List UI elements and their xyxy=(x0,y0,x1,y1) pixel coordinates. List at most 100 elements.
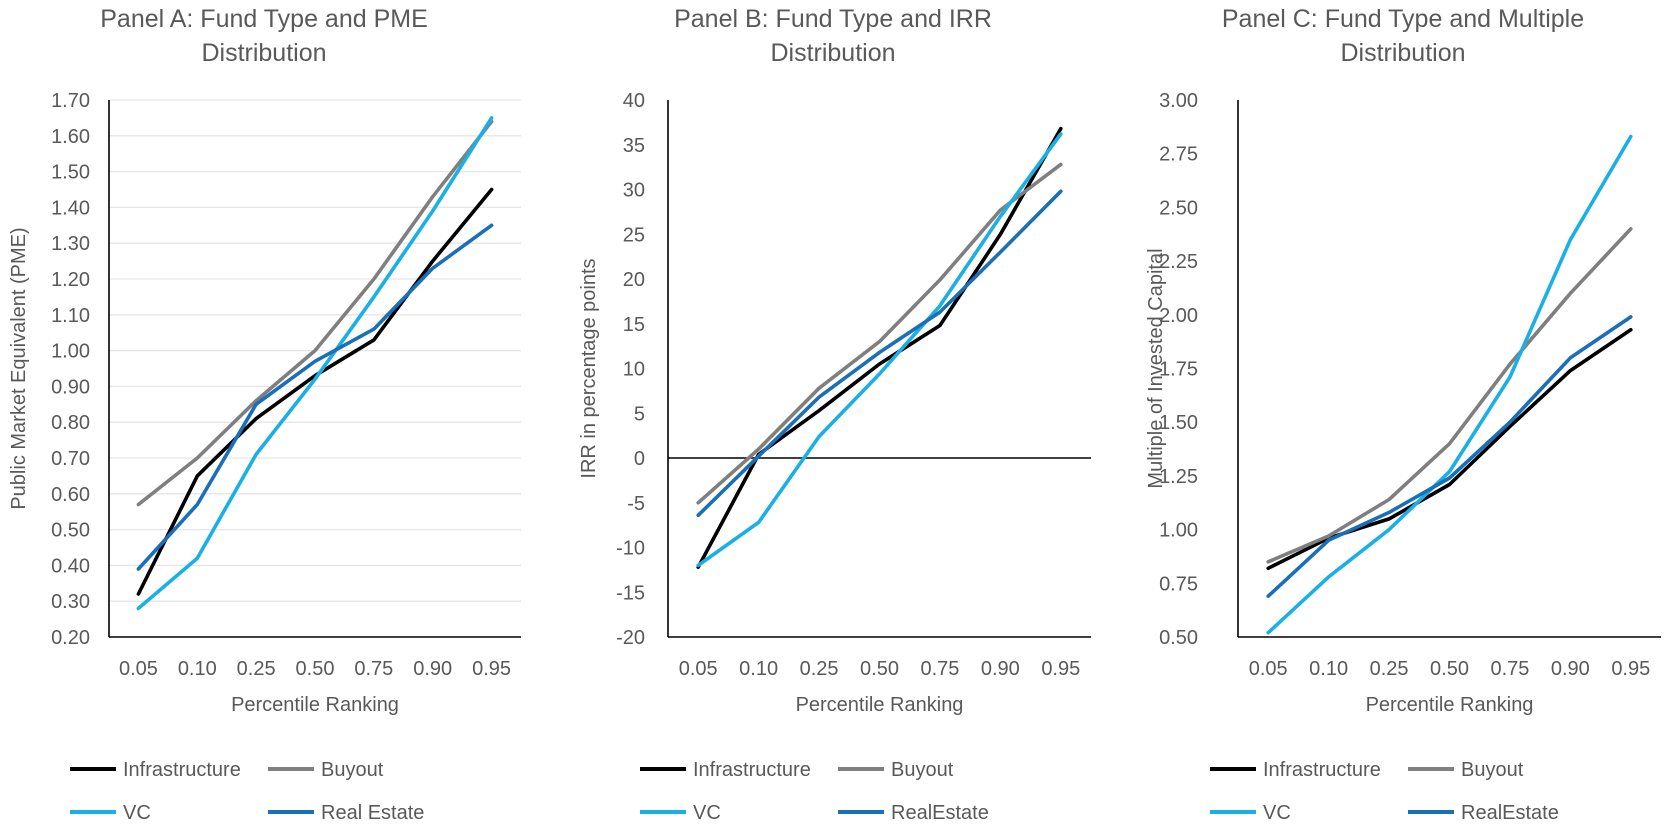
legend-label: Infrastructure xyxy=(693,759,811,781)
x-tick-label: 0.90 xyxy=(981,658,1020,680)
series-line-buyout xyxy=(1266,227,1633,564)
legend-label: Buyout xyxy=(1461,759,1524,781)
series-line-buyout xyxy=(136,119,494,507)
y-tick-label: 0.90 xyxy=(51,376,90,398)
y-tick-label: 15 xyxy=(623,314,645,336)
series-line-vc xyxy=(696,132,1063,568)
y-tick-label: 1.40 xyxy=(51,197,90,219)
x-tick-label: 0.50 xyxy=(860,658,899,680)
y-tick-label: 1.50 xyxy=(51,162,90,184)
chart-panel-1: Panel A: Fund Type and PME Distribution 0.… xyxy=(8,5,521,824)
x-tick-label: 0.90 xyxy=(1551,658,1590,680)
y-tick-label: 0 xyxy=(634,448,645,470)
chart-title-line: Distribution xyxy=(1340,39,1465,67)
series-line-infrastructure xyxy=(696,126,1063,570)
chart-panel-3: Panel C: Fund Type and Multiple Distribut… xyxy=(1145,5,1661,824)
legend-label: Buyout xyxy=(321,759,384,781)
series-line-real-estate xyxy=(136,223,494,571)
y-tick-label: 1.20 xyxy=(51,269,90,291)
x-tick-label: 0.10 xyxy=(1309,658,1348,680)
x-tick-label: 0.05 xyxy=(1249,658,1288,680)
y-tick-label: 1.10 xyxy=(51,305,90,327)
legend: Infrastructure Buyout VC RealEstate xyxy=(1210,759,1559,824)
y-tick-label: -5 xyxy=(627,493,645,515)
y-tick-label: 1.60 xyxy=(51,126,90,148)
legend-label: RealEstate xyxy=(1461,802,1559,824)
y-tick-label: 10 xyxy=(623,359,645,381)
chart-panel-2: Panel B: Fund Type and IRR Distribution -2… xyxy=(578,5,1091,824)
y-tick-label: 1.30 xyxy=(51,233,90,255)
x-tick-label: 0.10 xyxy=(739,658,778,680)
y-tick-label: 40 xyxy=(623,90,645,112)
y-tick-label: 1.00 xyxy=(51,341,90,363)
chart-title-line: Panel C: Fund Type and Multiple xyxy=(1222,5,1584,33)
y-tick-label: 0.70 xyxy=(51,448,90,470)
series-line-realestate xyxy=(1266,315,1633,599)
y-tick-label: -10 xyxy=(616,538,645,560)
x-tick-label: 0.75 xyxy=(354,658,393,680)
y-tick-label: -15 xyxy=(616,582,645,604)
x-tick-label: 0.10 xyxy=(178,658,217,680)
x-tick-label: 0.50 xyxy=(1430,658,1469,680)
y-axis-title: Public Market Equivalent (PME) xyxy=(8,227,30,509)
chart-title-line: Panel A: Fund Type and PME xyxy=(100,5,428,33)
y-tick-label: 1.25 xyxy=(1159,466,1198,488)
y-tick-label: 2.50 xyxy=(1159,197,1198,219)
x-tick-label: 0.25 xyxy=(1370,658,1409,680)
legend: Infrastructure Buyout VC RealEstate xyxy=(640,759,989,824)
x-axis-title: Percentile Ranking xyxy=(796,694,964,716)
x-axis-title: Percentile Ranking xyxy=(231,694,399,716)
y-tick-label: 1.70 xyxy=(51,90,90,112)
series-line-buyout xyxy=(696,162,1063,505)
y-tick-label: 1.50 xyxy=(1159,412,1198,434)
series-line-realestate xyxy=(696,189,1063,518)
x-axis-title: Percentile Ranking xyxy=(1366,694,1534,716)
y-tick-label: 0.75 xyxy=(1159,573,1198,595)
x-tick-label: 0.05 xyxy=(679,658,718,680)
x-tick-label: 0.95 xyxy=(1041,658,1080,680)
x-tick-label: 0.75 xyxy=(920,658,959,680)
legend-label: Real Estate xyxy=(321,802,424,824)
y-axis-title: Multiple of Invested Capital xyxy=(1145,248,1167,488)
legend-label: VC xyxy=(693,802,721,824)
legend-label: Buyout xyxy=(891,759,954,781)
legend-label: VC xyxy=(1263,802,1291,824)
legend-label: Infrastructure xyxy=(123,759,241,781)
y-tick-label: 25 xyxy=(623,224,645,246)
y-tick-label: 0.50 xyxy=(1159,627,1198,649)
series-line-infrastructure xyxy=(1266,327,1633,571)
legend: Infrastructure Buyout VC Real Estate xyxy=(70,759,424,824)
y-tick-label: 1.75 xyxy=(1159,359,1198,381)
x-tick-label: 0.90 xyxy=(413,658,452,680)
series-line-infrastructure xyxy=(136,187,494,596)
x-tick-label: 0.25 xyxy=(237,658,276,680)
y-tick-label: 0.30 xyxy=(51,591,90,613)
y-tick-label: 35 xyxy=(623,135,645,157)
y-tick-label: 1.00 xyxy=(1159,520,1198,542)
legend-label: VC xyxy=(123,802,151,824)
chart-title-line: Distribution xyxy=(770,39,895,67)
y-tick-label: 2.75 xyxy=(1159,144,1198,166)
y-tick-label: 0.50 xyxy=(51,520,90,542)
y-tick-label: 0.40 xyxy=(51,555,90,577)
y-tick-label: 0.80 xyxy=(51,412,90,434)
y-axis-title: IRR in percentage points xyxy=(578,258,600,478)
chart-title-line: Distribution xyxy=(201,39,326,67)
y-tick-label: 0.60 xyxy=(51,484,90,506)
x-tick-label: 0.05 xyxy=(119,658,158,680)
x-tick-label: 0.25 xyxy=(800,658,839,680)
y-tick-label: 5 xyxy=(634,403,645,425)
y-tick-label: -20 xyxy=(616,627,645,649)
x-tick-label: 0.75 xyxy=(1490,658,1529,680)
y-tick-label: 2.25 xyxy=(1159,251,1198,273)
y-tick-label: 20 xyxy=(623,269,645,291)
x-tick-label: 0.50 xyxy=(296,658,335,680)
x-tick-label: 0.95 xyxy=(472,658,511,680)
legend-label: RealEstate xyxy=(891,802,989,824)
legend-label: Infrastructure xyxy=(1263,759,1381,781)
chart-title-line: Panel B: Fund Type and IRR xyxy=(674,5,992,33)
series-line-vc xyxy=(136,116,494,611)
y-tick-label: 3.00 xyxy=(1159,90,1198,112)
x-tick-label: 0.95 xyxy=(1611,658,1650,680)
